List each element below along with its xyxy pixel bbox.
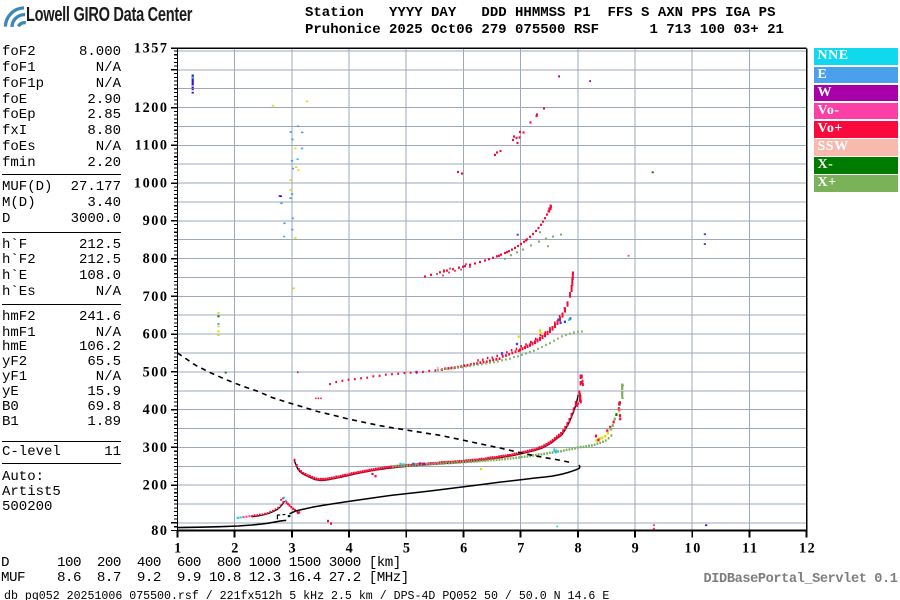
svg-text:1000: 1000 (134, 176, 169, 192)
svg-text:7: 7 (517, 541, 526, 557)
svg-text:1: 1 (174, 541, 183, 557)
svg-text:5: 5 (403, 541, 412, 557)
svg-text:400: 400 (143, 402, 169, 418)
svg-text:12: 12 (799, 541, 816, 557)
svg-text:1357: 1357 (134, 41, 169, 57)
svg-text:1100: 1100 (135, 138, 169, 154)
svg-text:700: 700 (143, 289, 169, 305)
svg-text:4: 4 (346, 541, 355, 557)
svg-text:600: 600 (143, 327, 169, 343)
svg-text:900: 900 (143, 213, 169, 229)
svg-text:3: 3 (288, 541, 297, 557)
svg-text:1200: 1200 (134, 100, 169, 116)
svg-text:11: 11 (742, 541, 759, 557)
svg-text:8: 8 (574, 541, 583, 557)
svg-text:10: 10 (685, 541, 702, 557)
svg-text:2: 2 (231, 541, 240, 557)
svg-text:800: 800 (143, 251, 169, 267)
svg-text:9: 9 (632, 541, 641, 557)
svg-text:300: 300 (143, 440, 169, 456)
svg-text:6: 6 (460, 541, 469, 557)
svg-text:80: 80 (151, 523, 168, 539)
svg-text:500: 500 (143, 364, 169, 380)
svg-text:200: 200 (143, 478, 169, 494)
